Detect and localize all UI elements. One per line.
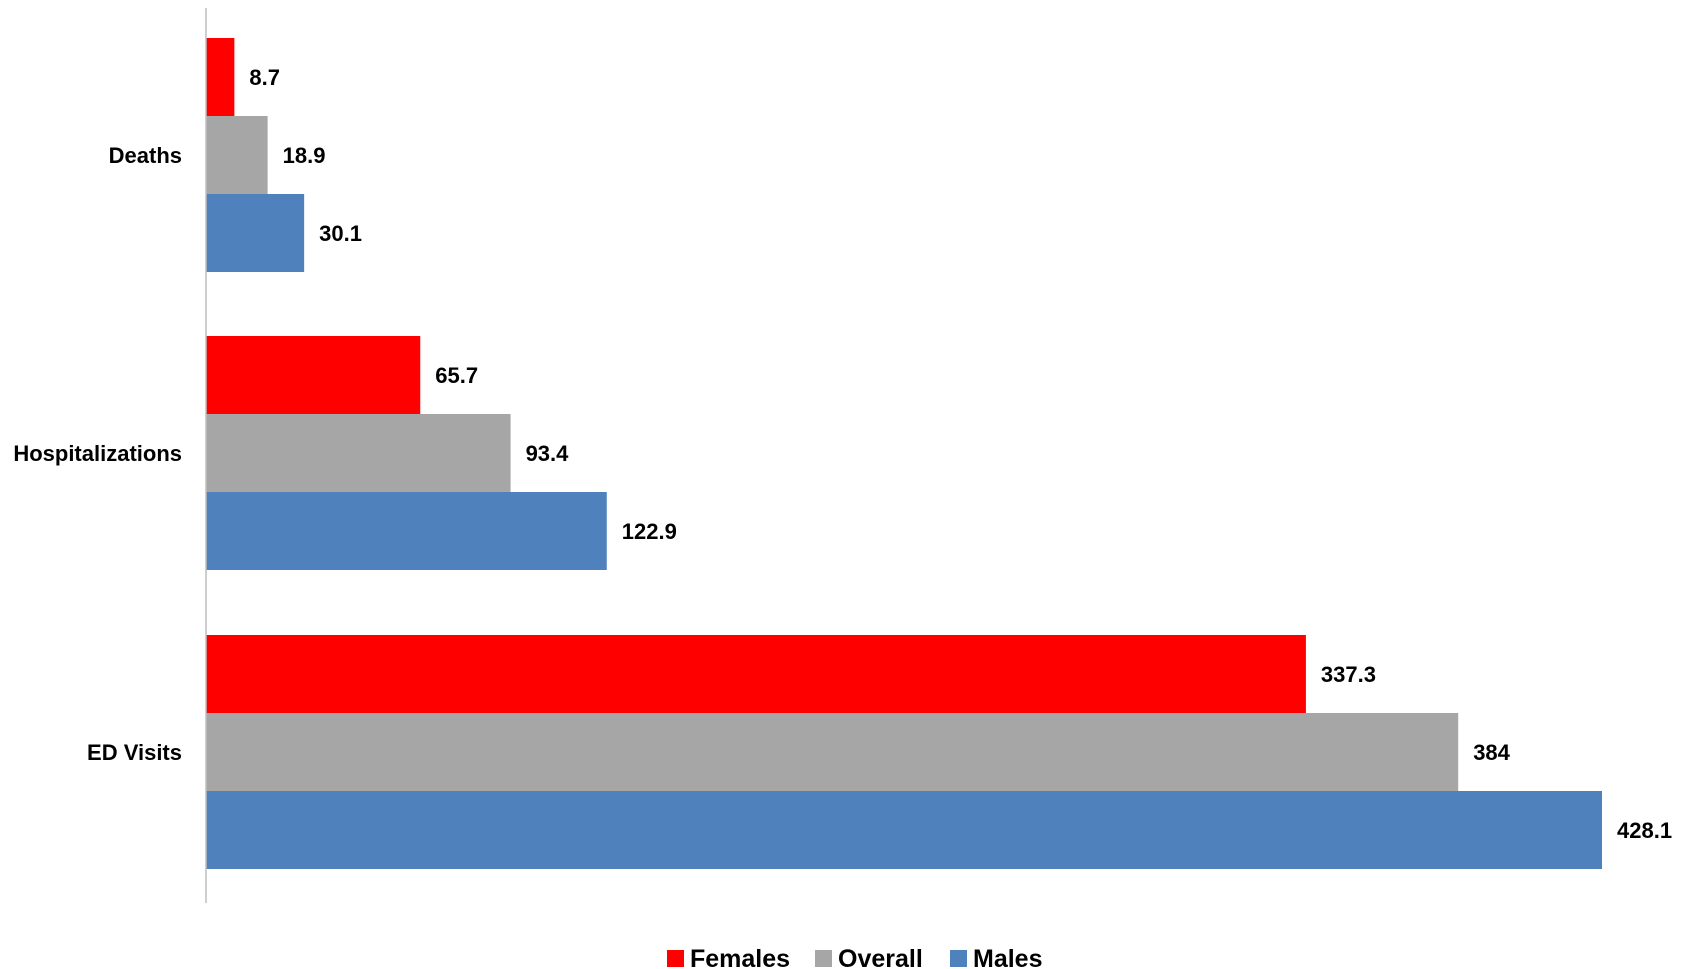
bar-hospitalizations-females bbox=[206, 336, 421, 414]
bar-ed-visits-females bbox=[206, 635, 1306, 713]
legend-label-overall: Overall bbox=[838, 945, 923, 969]
value-label-deaths-males: 30.1 bbox=[319, 221, 362, 246]
legend-label-males: Males bbox=[973, 945, 1042, 969]
value-label-ed-visits-overall: 384 bbox=[1473, 740, 1510, 765]
legend: Females Overall Males bbox=[667, 945, 1042, 969]
legend-swatch-males bbox=[950, 950, 967, 967]
legend-swatch-females bbox=[667, 950, 684, 967]
bars-layer bbox=[206, 38, 1602, 869]
value-label-hospitalizations-males: 122.9 bbox=[622, 519, 677, 544]
value-label-deaths-females: 8.7 bbox=[249, 65, 280, 90]
category-label-hospitalizations: Hospitalizations bbox=[13, 441, 182, 466]
value-label-hospitalizations-females: 65.7 bbox=[435, 363, 478, 388]
bar-ed-visits-males bbox=[206, 791, 1602, 869]
value-label-hospitalizations-overall: 93.4 bbox=[526, 441, 570, 466]
bar-hospitalizations-overall bbox=[206, 414, 511, 492]
category-label-ed-visits: ED Visits bbox=[87, 740, 182, 765]
legend-label-females: Females bbox=[690, 945, 790, 969]
bar-deaths-overall bbox=[206, 116, 268, 194]
value-label-ed-visits-females: 337.3 bbox=[1321, 662, 1376, 687]
bar-ed-visits-overall bbox=[206, 713, 1459, 791]
bar-hospitalizations-males bbox=[206, 492, 607, 570]
category-label-deaths: Deaths bbox=[109, 143, 182, 168]
value-label-ed-visits-males: 428.1 bbox=[1617, 818, 1672, 843]
legend-swatch-overall bbox=[815, 950, 832, 967]
bar-deaths-females bbox=[206, 38, 235, 116]
labels-layer: 8.7 18.9 30.1 Deaths 65.7 93.4 122.9 Hospitaliz… bbox=[13, 65, 1672, 843]
value-label-deaths-overall: 18.9 bbox=[283, 143, 326, 168]
bar-deaths-males bbox=[206, 194, 305, 272]
